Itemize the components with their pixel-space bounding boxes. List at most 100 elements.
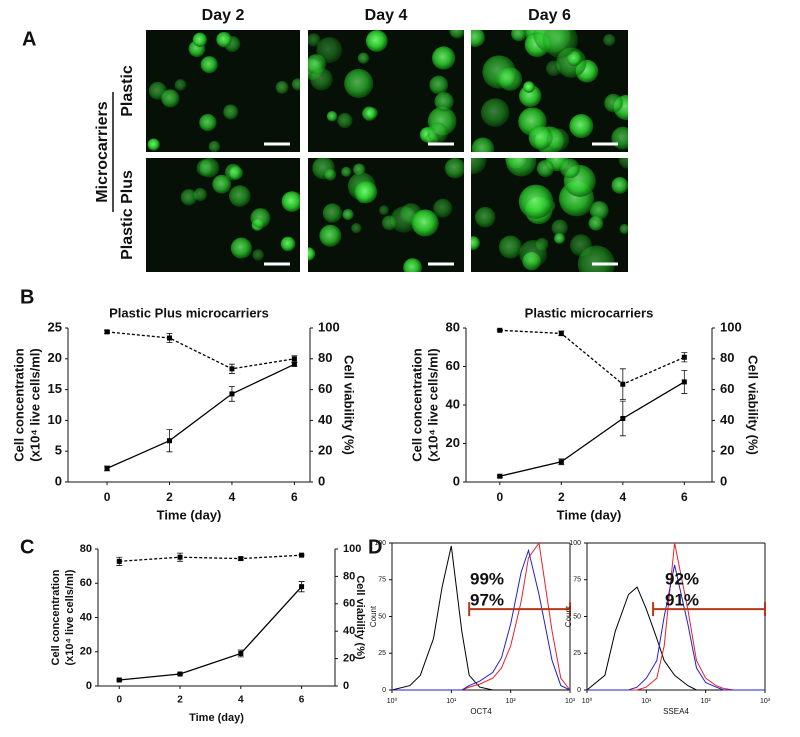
x-tick-label: 10¹	[641, 698, 652, 705]
cell	[498, 235, 522, 259]
y-axis-label: (x10⁴ live cells/ml)	[425, 348, 440, 461]
data-point	[681, 354, 687, 360]
cell-cluster	[147, 31, 300, 152]
y-tick-label: 60	[80, 577, 92, 589]
y2-tick-label: 60	[343, 598, 355, 610]
y-tick-label: 80	[80, 543, 92, 555]
cell	[429, 75, 449, 95]
x-axis-label: OCT4	[470, 707, 492, 716]
cell	[316, 37, 343, 63]
data-point	[558, 459, 564, 465]
cell	[511, 30, 527, 42]
cell	[378, 205, 390, 216]
y-tick-label: 40	[446, 396, 460, 411]
data-point	[497, 473, 503, 479]
y-tick-label: 5	[55, 443, 62, 458]
cell	[308, 247, 316, 261]
y-tick-label: 0	[577, 687, 581, 694]
gate	[652, 602, 766, 617]
cell	[554, 233, 565, 244]
cell	[252, 249, 264, 261]
data-point	[238, 650, 244, 656]
data-point	[558, 330, 564, 336]
data-point	[116, 677, 122, 683]
cell	[411, 209, 439, 237]
y2-tick-label: 20	[318, 443, 332, 458]
cell	[324, 168, 337, 181]
cell	[337, 113, 353, 129]
cell	[216, 31, 232, 48]
annotation: 97%	[470, 590, 504, 609]
cell	[536, 160, 554, 178]
cell	[174, 79, 187, 91]
data-point	[177, 671, 183, 677]
y-tick-label: 100	[569, 540, 581, 547]
column-label: Day 6	[528, 7, 571, 24]
cell	[589, 201, 609, 220]
y-tick-label: 0	[453, 473, 460, 488]
y-tick-label: 40	[80, 611, 92, 623]
cell	[308, 33, 321, 47]
cell	[223, 104, 239, 120]
chart-title: Plastic microcarriers	[525, 305, 654, 320]
y2-tick-label: 80	[720, 350, 734, 365]
cell	[193, 187, 207, 202]
series-line	[392, 548, 571, 691]
data-point	[238, 556, 244, 562]
cell	[310, 67, 333, 91]
cell	[427, 122, 448, 144]
annotation: 92%	[665, 569, 699, 588]
y2-tick-label: 100	[318, 319, 340, 334]
cell	[618, 158, 628, 169]
cell	[546, 60, 562, 77]
y2-tick-label: 80	[318, 350, 332, 365]
data-point	[104, 465, 110, 471]
cell	[200, 56, 218, 74]
y-tick-label: 0	[86, 680, 92, 692]
y-tick-label: 15	[48, 381, 62, 396]
column-label: Day 2	[202, 7, 245, 24]
cell	[523, 81, 535, 93]
series-line	[499, 329, 685, 385]
cell	[542, 30, 578, 58]
x-tick-label: 2	[166, 490, 173, 504]
row-label: Plastic Plus	[119, 170, 136, 260]
cell	[381, 215, 397, 231]
cell	[506, 158, 537, 177]
cell	[196, 159, 214, 177]
series-line	[391, 545, 570, 691]
series-line	[106, 331, 295, 370]
y-axis-label: Count	[369, 605, 378, 627]
y-tick-label: 100	[374, 540, 386, 547]
cell	[180, 189, 198, 206]
y2-tick-label: 40	[318, 412, 332, 427]
cell	[444, 158, 464, 179]
x-tick-label: 10²	[506, 698, 517, 705]
y2-tick-label: 20	[343, 653, 355, 665]
data-point	[299, 552, 305, 558]
y-axis-label: (x10⁴ live cells/ml)	[64, 569, 76, 665]
data-point	[229, 366, 235, 372]
data-point	[620, 381, 626, 387]
cell	[344, 68, 374, 99]
data-point	[681, 379, 687, 385]
cell	[611, 126, 628, 150]
y2-tick-label: 60	[720, 381, 734, 396]
y-axis-label: (x10⁴ live cells/ml)	[27, 348, 42, 461]
cell	[528, 125, 553, 150]
data-point	[229, 391, 235, 397]
cell	[225, 163, 242, 181]
x-tick-label: 0	[104, 490, 111, 504]
cell	[354, 180, 378, 204]
data-point	[291, 361, 297, 367]
panel-label: B	[20, 286, 34, 308]
cell	[603, 34, 616, 47]
y-axis-label: Cell concentration	[11, 348, 26, 461]
cell-cluster	[308, 30, 464, 146]
cell-cluster	[471, 158, 628, 272]
row-label: Plastic	[119, 65, 136, 117]
x-axis-label: SSEA4	[663, 707, 689, 716]
y-tick-label: 0	[382, 687, 386, 694]
y-axis-label: Count	[564, 605, 573, 627]
cell	[551, 219, 568, 236]
